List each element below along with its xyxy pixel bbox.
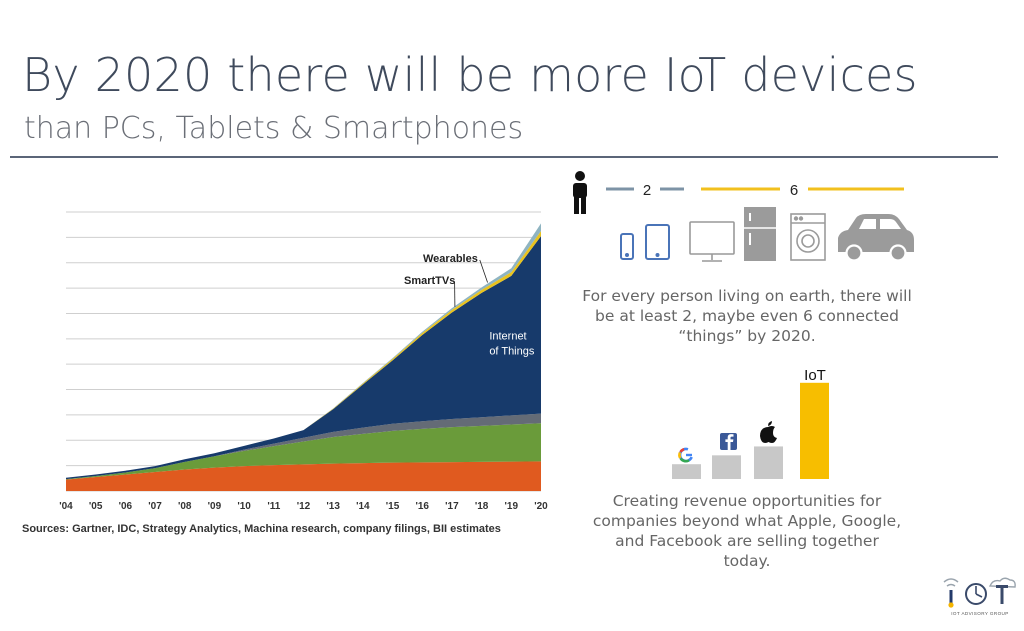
comparison-bar-iot — [800, 382, 829, 479]
x-tick-label: '06 — [119, 501, 133, 512]
comparison-bar-apple — [754, 446, 783, 479]
ratio-value-6: 6 — [790, 182, 798, 199]
x-tick-label: '04 — [59, 501, 73, 512]
people-ratio-paragraph: For every person living on earth, there … — [582, 287, 912, 345]
x-tick-label: '10 — [237, 501, 251, 512]
comparison-bar-google — [672, 464, 701, 479]
series-label-smartphones: Smartphones — [528, 180, 560, 183]
ratio-value-2: 2 — [643, 182, 651, 199]
page-subtitle: than PCs, Tablets & Smartphones — [24, 111, 524, 146]
x-tick-label: '07 — [148, 501, 162, 512]
area-tablets — [66, 413, 541, 480]
iot-advisory-logo: IOT ADVISORY GROUP — [943, 577, 1016, 616]
x-tick-label: '15 — [386, 501, 400, 512]
callout-line — [479, 259, 488, 283]
x-tick-label: '17 — [445, 501, 459, 512]
x-tick-label: '12 — [297, 501, 311, 512]
chart-source-note: Sources: Gartner, IDC, Strategy Analytic… — [22, 523, 501, 535]
car-icon — [838, 214, 914, 262]
logo-tagline: IOT ADVISORY GROUP — [951, 611, 1009, 616]
facebook-logo-icon — [720, 433, 737, 450]
device-growth-chart: '04 '05 '06 '07 '08 '09 '10 '11 '12 '13 '14 '15 '16 '… — [59, 180, 560, 512]
monitor-icon — [689, 221, 735, 262]
series-label-smarttvs: SmartTVs — [404, 275, 455, 287]
series-label-tablets: Tablets — [528, 180, 560, 183]
x-tick-label: '13 — [326, 501, 340, 512]
x-tick-label: '20 — [534, 501, 548, 512]
x-tick-label: '14 — [356, 501, 370, 512]
comparison-bar-chart — [672, 382, 829, 479]
x-tick-label: '08 — [178, 501, 192, 512]
x-tick-label: '11 — [267, 501, 280, 512]
x-tick-label: '09 — [208, 501, 222, 512]
x-tick-label: '18 — [475, 501, 489, 512]
area-smartphones — [66, 423, 541, 480]
washing-machine-icon — [790, 213, 826, 261]
person-icon — [573, 171, 587, 214]
tablet-icon — [645, 224, 670, 260]
series-label-internet-of-things: Internet — [489, 331, 526, 343]
series-label-internet-of-things: of Things — [489, 346, 535, 358]
revenue-paragraph: Creating revenue opportunities for compa… — [592, 492, 902, 570]
x-tick-label: '05 — [89, 501, 103, 512]
smartphone-icon — [620, 233, 634, 260]
area-pcs — [66, 461, 541, 491]
google-logo-icon — [678, 447, 694, 463]
fridge-icon — [744, 207, 776, 261]
page-title: By 2020 there will be more IoT devices — [22, 48, 918, 102]
apple-logo-icon — [760, 421, 777, 443]
series-label-pcs: PCs — [528, 180, 549, 183]
x-tick-label: '19 — [505, 501, 519, 512]
area-internet-of-things — [66, 236, 541, 480]
x-tick-label: '16 — [415, 501, 429, 512]
title-divider — [10, 156, 998, 158]
comparison-bar-facebook — [712, 455, 741, 479]
iot-bar-label: IoT — [804, 367, 826, 384]
series-label-wearables: Wearables — [423, 253, 478, 265]
